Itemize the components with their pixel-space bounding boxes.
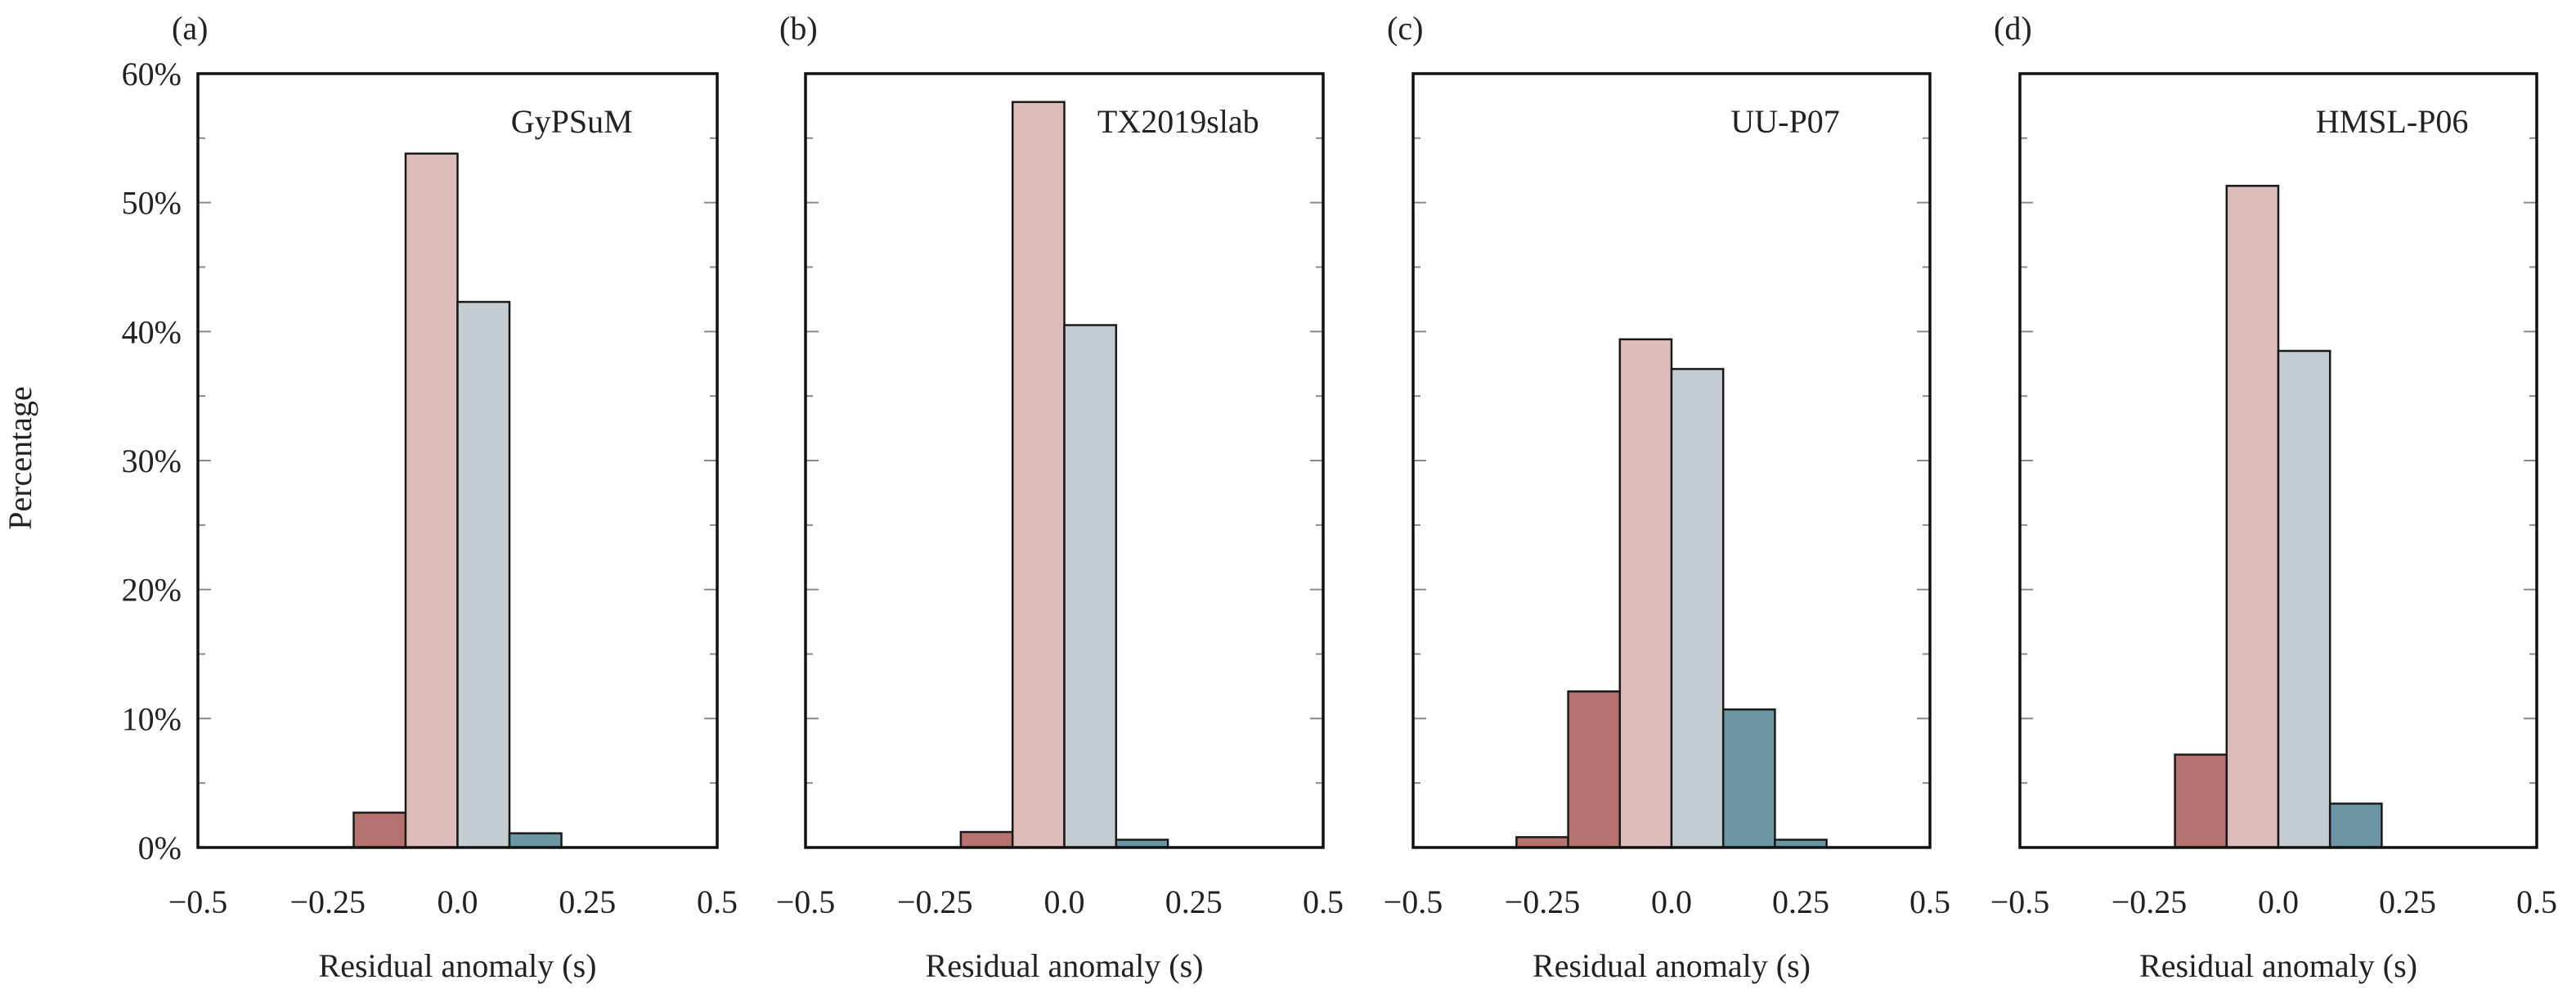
bar-bin--0.05 [404, 152, 459, 849]
panel-label: (d) [1994, 10, 2032, 47]
bar-bin-0.05 [1670, 367, 1725, 849]
panel-d: −0.5 −0.25 0.0 0.25 0.5 Residual anomaly (s) (… [1990, 10, 2557, 984]
x-tick-label: 0.0 [438, 883, 478, 920]
x-tick-label: −0.5 [776, 883, 836, 920]
x-tick-label: 0.5 [1910, 883, 1950, 920]
y-tick-label: 10% [122, 700, 182, 737]
x-tick-label: 0.0 [2258, 883, 2299, 920]
x-tick-label: −0.5 [168, 883, 228, 920]
x-tick-label: −0.5 [1990, 883, 2050, 920]
model-name-label: HMSL-P06 [2316, 103, 2469, 140]
bar-bin--0.05 [2225, 184, 2280, 849]
plot-frame [196, 72, 719, 849]
y-axis-label: Percentage [2, 386, 38, 529]
x-tick-label: −0.25 [1505, 883, 1581, 920]
y-tick-label: 60% [122, 56, 182, 92]
x-axis-label: Residual anomaly (s) [319, 947, 597, 984]
y-tick-label: 0% [138, 829, 182, 866]
x-axis-label: Residual anomaly (s) [2139, 947, 2417, 984]
plot-frame [1411, 72, 1932, 849]
panel-label: (a) [172, 10, 208, 47]
x-tick-label: −0.25 [289, 883, 366, 920]
model-name-label: UU-P07 [1730, 103, 1839, 140]
x-tick-label: −0.25 [2112, 883, 2188, 920]
x-tick-label: 0.0 [1651, 883, 1692, 920]
bar-bin--0.05 [1618, 338, 1673, 849]
x-tick-label: 0.25 [2379, 883, 2436, 920]
panel-a: 0% 10% 20% 30% 40% 50% 60% −0.5 −0.25 0.0 0.25 0.5 R… [122, 10, 738, 984]
y-tick-label: 30% [122, 443, 182, 479]
x-axis-label: Residual anomaly (s) [926, 947, 1204, 984]
bar-bin--0.15 [959, 830, 1014, 849]
x-tick-label: 0.0 [1044, 883, 1085, 920]
panels: 0% 10% 20% 30% 40% 50% 60% −0.5 −0.25 0.0 0.25 0.5 R… [122, 10, 2557, 984]
x-axis-label: Residual anomaly (s) [1533, 947, 1811, 984]
model-name-label: GyPSuM [511, 103, 633, 140]
panel-label: (c) [1387, 10, 1423, 47]
plot-frame [2018, 72, 2538, 849]
x-tick-label: 0.25 [1165, 883, 1223, 920]
y-tick-label: 20% [122, 572, 182, 609]
bar-bin--0.15 [352, 811, 407, 849]
bar-bin--0.15 [2174, 753, 2228, 849]
panel-b: −0.5 −0.25 0.0 0.25 0.5 Residual anomaly (s) (… [776, 10, 1344, 984]
x-tick-label: −0.5 [1384, 883, 1443, 920]
bar-bin--0.25 [1515, 836, 1569, 849]
x-tick-label: 0.5 [1303, 883, 1344, 920]
x-tick-label: −0.25 [897, 883, 973, 920]
panel-c: −0.5 −0.25 0.0 0.25 0.5 Residual anomaly (s) (… [1384, 10, 1950, 984]
bar-bin-0.05 [456, 300, 511, 849]
bar-bin--0.15 [1567, 690, 1622, 849]
x-tick-label: 0.25 [1772, 883, 1829, 920]
plot-frame [804, 72, 1325, 849]
bar-bin-0.05 [1063, 324, 1118, 849]
y-tick-label: 40% [122, 313, 182, 350]
model-name-label: TX2019slab [1097, 103, 1259, 140]
panel-label: (b) [779, 10, 818, 47]
bar-bin-0.15 [508, 832, 563, 849]
bar-bin-0.15 [1721, 708, 1776, 849]
bar-bin--0.05 [1011, 101, 1066, 849]
x-tick-label: 0.25 [559, 883, 616, 920]
y-tick-label: 50% [122, 185, 182, 222]
x-tick-label: 0.5 [2516, 883, 2557, 920]
bar-bin-0.15 [2328, 802, 2383, 849]
x-tick-label: 0.5 [697, 883, 738, 920]
bar-bin-0.05 [2277, 349, 2331, 849]
